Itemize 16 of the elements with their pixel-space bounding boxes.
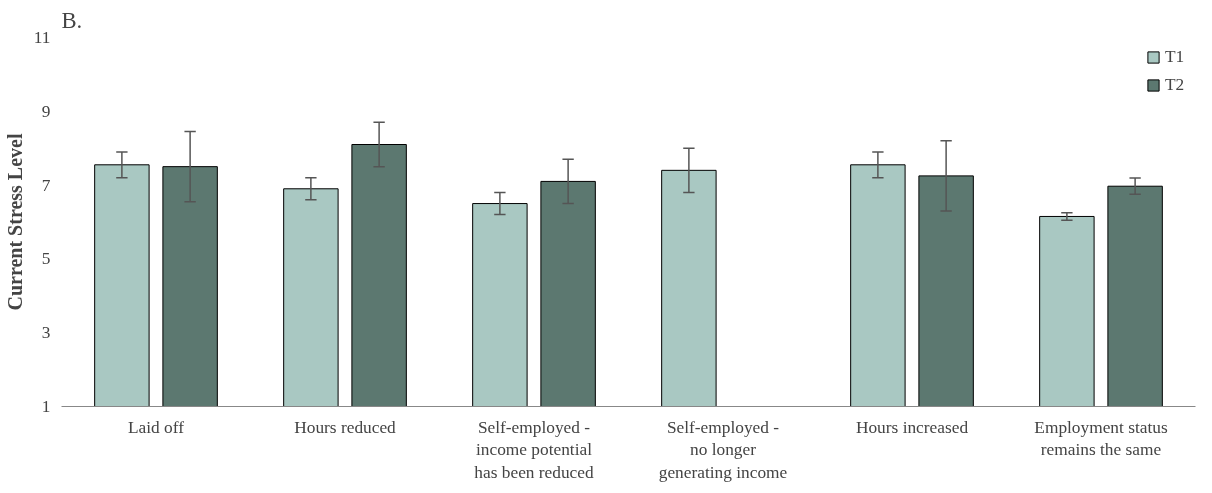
x-tick-label: Self-employed - no longer generating income — [658, 417, 788, 483]
x-tick-label: Self-employed - income potential has been reduced — [474, 417, 594, 483]
y-tick-label: 5 — [41, 249, 51, 269]
y-tick-label: 11 — [33, 28, 51, 47]
y-tick-label: 3 — [41, 323, 51, 343]
chart-title: B. — [61, 7, 83, 33]
x-tick-label: Hours increased — [855, 417, 969, 437]
y-axis-title: Current Stress Level — [3, 133, 26, 311]
y-tick-label: 9 — [41, 101, 51, 121]
x-tick-label: Laid off — [128, 417, 185, 437]
y-tick-label: 1 — [41, 397, 51, 416]
x-tick-label: Hours reduced — [294, 417, 397, 437]
legend-label: T1 — [1165, 47, 1185, 67]
x-tick-label: Employment status remains the same — [1034, 417, 1168, 460]
legend-label: T2 — [1165, 75, 1185, 95]
y-tick-label: 7 — [41, 175, 51, 195]
